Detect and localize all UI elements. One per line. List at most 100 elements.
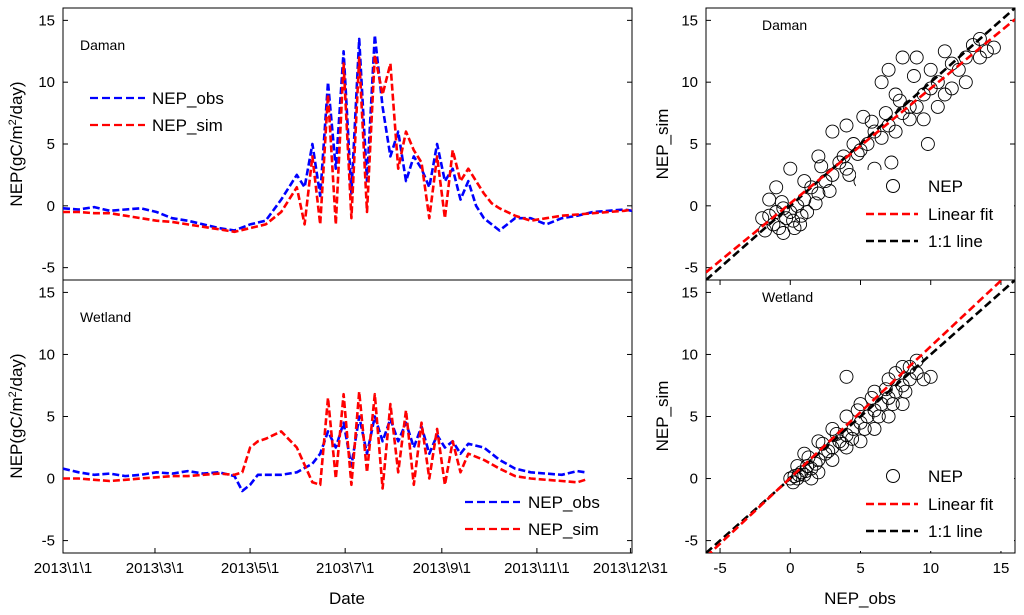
scatter-point [874,130,889,145]
scatter-point [909,50,924,65]
y-tick-label: -5 [685,533,698,550]
scatter-point [797,174,812,189]
timeseries-wetland-panel: Wetland NEP(gC/m2/day) -5 0 5 10 15 2013\1\1… [7,279,668,608]
y-tick-label: 5 [690,409,698,426]
timeseries-wetland-yticks: -5 0 5 10 15 [38,284,632,550]
series-line-nep-obs [62,415,586,493]
timeseries-wetland-legend: NEP_obs NEP_sim [465,493,600,539]
scatter-point [808,196,823,211]
legend-label-nep-sim: NEP_sim [528,520,599,539]
y-tick-label: 5 [690,136,698,153]
scatter-point [811,149,826,164]
scatter-wetland-lines [706,280,1015,553]
legend-label-one-to-one: 1:1 line [928,522,983,541]
y-tick-label: -5 [42,533,55,550]
y-tick-label: 10 [38,346,55,363]
scatter-point [885,397,900,412]
scatter-point [923,369,938,384]
x-tick-label: 2013\3\1 [126,560,184,577]
scatter-point [762,192,777,207]
scatter-point [835,436,850,451]
scatter-point [776,226,791,240]
scatter-point [895,50,910,65]
legend-label-one-to-one: 1:1 line [928,232,983,251]
scatter-point [839,440,854,455]
scatter-daman-label: Daman [762,17,807,33]
scatter-point [937,44,952,59]
timeseries-wetland-ylabel: NEP(gC/m2/day) [7,353,26,478]
scatter-point [916,112,931,127]
scatter-point [856,109,871,124]
x-tick-label: 5 [856,560,864,577]
scatter-point [979,44,994,59]
scatter-point [902,112,917,127]
legend-label-nep-sim: NEP_sim [152,116,223,135]
scatter-wetland-xticks: -5 0 5 10 15 [713,280,1009,577]
legend-label-linear-fit: Linear fit [928,495,993,514]
scatter-daman-panel: Daman NEP_sim -5 0 5 10 15 NEP Linear fit 1:… [653,7,1016,281]
linear-fit-line [706,18,1015,274]
scatter-point [916,372,931,387]
scatter-point [797,446,812,461]
x-tick-label: 2103\7\1 [316,560,374,577]
scatter-point [878,382,893,397]
scatter-point [892,93,907,108]
legend-marker-nep [886,179,900,193]
scatter-point [825,421,840,436]
x-tick-label: 2013\9\1 [413,560,471,577]
scatter-point [804,471,819,486]
scatter-point [871,409,886,424]
scatter-point [815,436,830,451]
scatter-point [884,155,899,170]
x-tick-label: 15 [993,560,1010,577]
scatter-wetland-yticks: -5 0 5 10 15 [681,284,1015,550]
y-tick-label: 5 [47,409,55,426]
scatter-wetland-label: Wetland [762,289,813,305]
y-tick-label: 15 [38,12,55,29]
scatter-point [906,69,921,83]
y-tick-label: -5 [685,260,698,277]
scatter-point [881,409,896,424]
scatter-daman-ylabel: NEP_sim [653,109,672,180]
scatter-point [881,62,896,77]
timeseries-daman-label: Daman [80,37,125,53]
timeseries-wetland-label: Wetland [80,309,131,325]
scatter-wetland-panel: Wetland NEP_sim NEP_obs -5 0 5 10 15 -5 0 5 10 1… [653,279,1016,608]
scatter-daman-lines [706,8,1015,280]
scatter-point [811,186,826,201]
scatter-point [853,397,868,412]
y-tick-label: 0 [47,198,55,215]
scatter-point [878,106,893,121]
scatter-point [972,31,987,46]
timeseries-wetland-xticks: 2013\1\1 2013\3\1 2013\5\1 2103\7\1 2013\9\1… [34,548,668,577]
series-line-nep-sim [63,390,586,490]
timeseries-daman-panel: Daman NEP(gC/m2/day) -5 0 5 10 15 NEP_obs NE… [7,7,633,281]
x-tick-label: 10 [922,560,939,577]
timeseries-daman-lines [62,33,633,234]
y-tick-label: 0 [690,198,698,215]
scatter-point [944,81,959,96]
scatter-point [814,159,829,174]
series-line-nep-obs [62,33,633,232]
y-tick-label: 10 [681,74,698,91]
x-tick-label: 2013\1\1 [34,560,92,577]
legend-label-linear-fit: Linear fit [928,205,993,224]
series-line-nep-sim [63,53,633,234]
scatter-point [839,409,854,424]
scatter-point [783,161,798,176]
scatter-point [898,384,913,399]
scatter-point [811,434,826,449]
timeseries-daman-yticks: -5 0 5 10 15 [38,12,632,277]
scatter-point [853,434,868,449]
y-tick-label: 0 [690,471,698,488]
y-tick-label: 15 [38,284,55,301]
scatter-point [850,403,865,418]
legend-label-nep-obs: NEP_obs [152,89,224,108]
scatter-point [842,167,857,182]
x-tick-label: -5 [713,560,726,577]
scatter-wetland-xlabel: NEP_obs [824,589,896,608]
one-to-one-line [706,8,1015,280]
scatter-point [930,75,945,90]
y-tick-label: 15 [681,12,698,29]
